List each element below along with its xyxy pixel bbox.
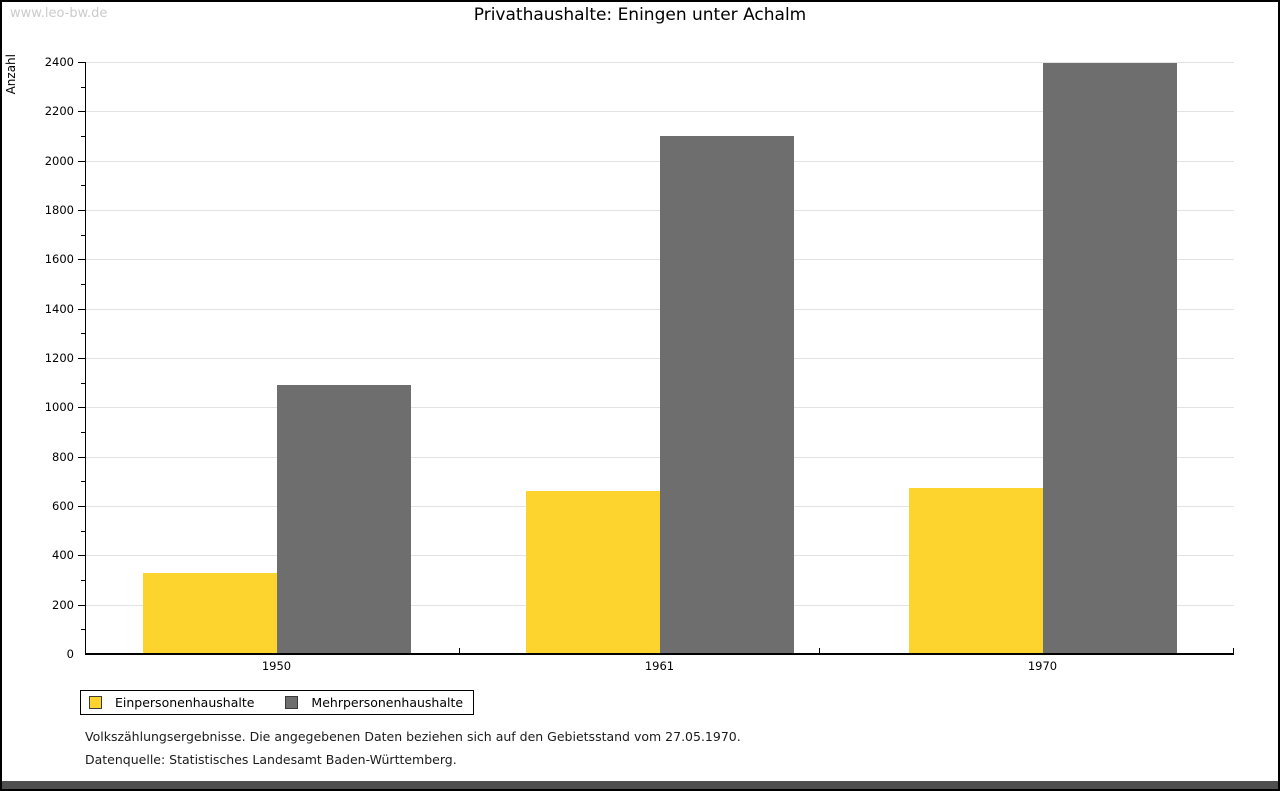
legend-label: Mehrpersonenhaushalte [311,695,464,710]
y-axis-tick-label: 0 [66,647,74,661]
y-axis-major-tick [78,506,85,507]
y-axis-minor-tick [81,136,85,137]
y-axis-major-tick [78,407,85,409]
y-axis-major-tick [78,62,85,63]
y-axis-tick-label: 2000 [44,153,74,168]
x-axis-tick [459,648,460,654]
y-axis-tick-label: 1000 [44,400,74,415]
legend-label: Einpersonenhaushalte [115,695,255,710]
y-axis-line [85,62,86,654]
x-axis-tick [819,648,820,654]
y-axis-major-tick [78,358,85,359]
y-axis-minor-tick [81,234,85,236]
y-axis-minor-tick [81,629,85,631]
y-axis-major-tick [78,259,85,261]
legend: Einpersonenhaushalte Mehrpersonenhaushalt… [80,690,475,715]
x-axis-tick-label: 1961 [644,659,675,673]
legend-item: Mehrpersonenhaushalte [285,695,463,710]
y-axis-major-tick [78,111,85,113]
footnote-data-source: Datenquelle: Statistisches Landesamt Bad… [85,752,457,767]
y-axis-tick-label: 1600 [44,252,74,267]
legend-item: Einpersonenhaushalte [89,695,254,710]
legend-swatch [89,696,102,709]
y-axis-minor-tick [81,530,85,532]
gridline [85,62,1234,63]
y-axis-tick-label: 600 [52,499,74,513]
y-axis-minor-tick [81,432,85,433]
chart-title: Privathaushalte: Eningen unter Achalm [473,5,807,25]
y-axis-minor-tick [81,481,85,483]
y-axis-tick-label: 400 [52,548,74,563]
bar-einpersonenhaushalte-1970 [908,487,1043,654]
bar-mehrpersonenhaushalte-1950 [276,385,411,654]
y-axis-tick-label: 2400 [44,55,74,69]
x-axis-tick-label: 1970 [1027,659,1058,673]
y-axis-major-tick [78,160,85,162]
y-axis-major-tick [78,308,85,310]
y-axis-minor-tick [81,185,85,187]
y-axis-minor-tick [81,382,85,384]
watermark: www.leo-bw.de [10,6,108,21]
gridline [85,111,1234,113]
y-axis-minor-tick [81,86,85,88]
bar-einpersonenhaushalte-1961 [525,491,660,654]
plot-area: 0 200 400 600 800 1000 1200 1400 1600 1800 2000 220… [45,55,1234,673]
window-bottom-edge [2,781,1278,789]
y-axis-tick-label: 1200 [44,351,74,365]
bar-einpersonenhaushalte-1950 [142,572,277,654]
x-axis-line [85,653,1234,655]
y-axis-minor-tick [81,284,85,285]
bar-mehrpersonenhaushalte-1970 [1042,63,1177,654]
y-axis-minor-tick [81,333,85,335]
x-axis-tick-label: 1950 [261,659,292,673]
y-axis-major-tick [78,604,85,606]
y-axis-major-tick [78,210,85,211]
y-axis-tick-label: 200 [52,597,74,612]
legend-swatch [285,696,299,709]
x-axis-tick [1233,648,1234,654]
footnote-census-note: Volkszählungsergebnisse. Die angegebenen… [85,729,741,744]
y-axis-tick-label: 1400 [44,301,74,316]
y-axis-major-tick [78,456,85,458]
y-axis-tick-label: 2200 [44,104,74,119]
bar-mehrpersonenhaushalte-1961 [659,136,794,654]
y-axis-tick-label: 1800 [44,203,74,217]
y-axis-tick-label: 800 [52,449,74,464]
y-axis-minor-tick [81,580,85,581]
y-axis-major-tick [78,555,85,557]
